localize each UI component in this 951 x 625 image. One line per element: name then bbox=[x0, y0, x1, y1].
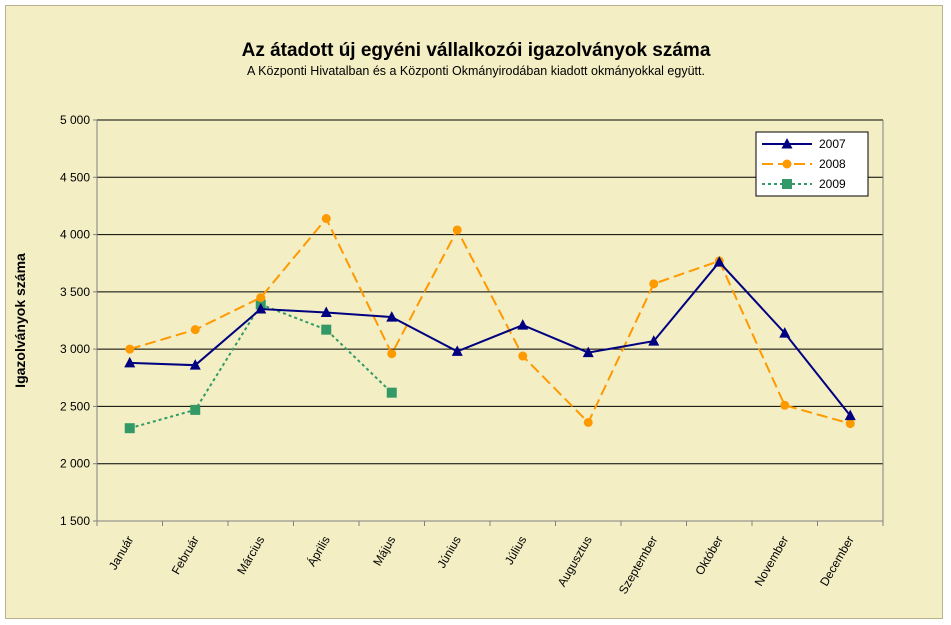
x-axis-ticks: Január Február Március Április Május Június Jú… bbox=[96, 521, 884, 597]
x-tick-label: Január bbox=[106, 534, 136, 573]
y-tick-label: 4 000 bbox=[60, 228, 90, 242]
data-point-2009 bbox=[190, 404, 201, 415]
data-point-2007 bbox=[451, 345, 463, 356]
data-point-2007 bbox=[779, 327, 791, 338]
data-point-2008 bbox=[190, 325, 200, 335]
line-chart: Az átadott új egyéni vállalkozói igazolv… bbox=[12, 40, 884, 597]
data-point-2008 bbox=[125, 344, 135, 354]
legend-label-2008: 2008 bbox=[819, 157, 846, 171]
data-point-2009 bbox=[386, 387, 397, 398]
data-point-2008 bbox=[583, 417, 593, 427]
legend: 2007 2008 2009 bbox=[755, 131, 869, 197]
series-line-2008 bbox=[129, 216, 851, 425]
data-point-2007 bbox=[844, 409, 856, 421]
y-tick-label: 2 500 bbox=[60, 399, 90, 413]
data-point-2007 bbox=[124, 356, 136, 368]
series-layer bbox=[124, 214, 856, 434]
x-tick-label: Július bbox=[502, 534, 529, 568]
data-point-2007 bbox=[648, 335, 660, 346]
data-point-2008 bbox=[649, 279, 659, 289]
data-point-2008 bbox=[845, 419, 855, 429]
y-tick-label: 3 000 bbox=[60, 342, 90, 356]
data-point-2008 bbox=[518, 351, 528, 361]
data-point-2007 bbox=[386, 311, 398, 322]
x-tick-label: Augusztus bbox=[555, 534, 595, 590]
data-point-2008 bbox=[452, 225, 462, 235]
data-point-2008 bbox=[256, 293, 266, 303]
y-axis-ticks: 1 500 2 000 2 500 3 000 3 500 4 000 4 500 5 000 bbox=[60, 113, 97, 528]
legend-label-2009: 2009 bbox=[819, 177, 846, 191]
data-point-2007 bbox=[582, 346, 594, 358]
data-point-2009 bbox=[321, 324, 332, 335]
legend-marker-2007 bbox=[781, 138, 793, 149]
x-tick-label: Április bbox=[304, 533, 333, 569]
gridlines bbox=[97, 119, 883, 465]
chart-title: Az átadott új egyéni vállalkozói igazolv… bbox=[242, 40, 711, 61]
x-tick-label: Június bbox=[434, 534, 463, 571]
data-point-2007 bbox=[189, 359, 201, 370]
series-2009 bbox=[124, 299, 397, 434]
data-point-2007 bbox=[255, 303, 267, 314]
x-tick-label: Május bbox=[370, 534, 398, 569]
series-2007 bbox=[124, 256, 856, 421]
series-line-2007 bbox=[129, 260, 852, 417]
y-axis-label: Igazolványok száma bbox=[12, 253, 28, 388]
data-point-2007 bbox=[320, 306, 332, 317]
chart-subtitle: A Központi Hivatalban és a Központi Okmá… bbox=[247, 64, 705, 78]
legend-label-2007: 2007 bbox=[819, 137, 846, 151]
x-tick-label: November bbox=[752, 534, 792, 589]
y-tick-label: 3 500 bbox=[60, 285, 90, 299]
series-2008 bbox=[125, 214, 855, 429]
x-tick-label: Február bbox=[169, 534, 202, 577]
data-point-2007 bbox=[713, 256, 725, 267]
data-point-2008 bbox=[780, 400, 790, 410]
chart-area: Az átadott új egyéni vállalkozói igazolv… bbox=[5, 5, 943, 619]
x-tick-label: Március bbox=[234, 534, 267, 577]
y-tick-label: 4 500 bbox=[60, 170, 90, 184]
data-point-2008 bbox=[321, 214, 331, 224]
x-tick-label: Szeptember bbox=[616, 534, 660, 597]
legend-marker-2008 bbox=[782, 159, 792, 169]
data-point-2008 bbox=[387, 349, 397, 359]
y-tick-label: 1 500 bbox=[60, 514, 90, 528]
x-tick-label: Október bbox=[692, 533, 725, 577]
legend-marker-2009 bbox=[782, 179, 792, 189]
series-line-2009 bbox=[129, 303, 393, 430]
data-point-2009 bbox=[124, 423, 135, 434]
data-point-2007 bbox=[517, 319, 529, 330]
x-tick-label: December bbox=[817, 534, 857, 589]
y-tick-label: 5 000 bbox=[60, 113, 90, 127]
y-tick-label: 2 000 bbox=[60, 457, 90, 471]
